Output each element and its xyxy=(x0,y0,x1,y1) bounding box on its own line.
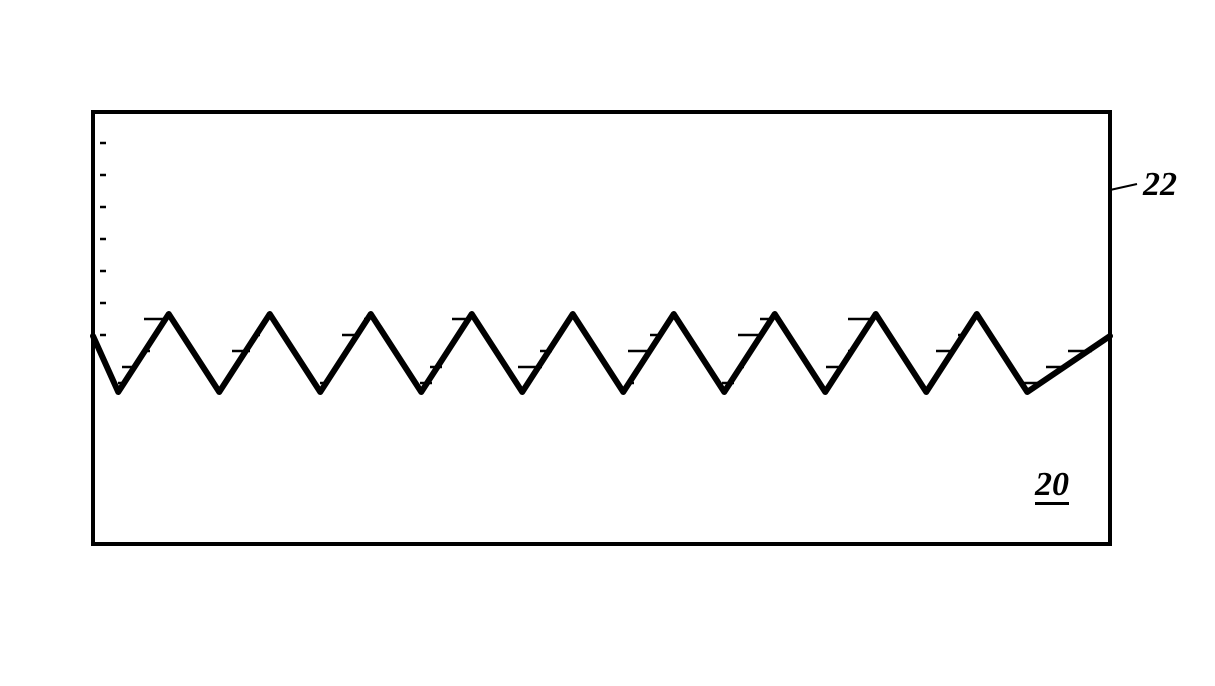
diagram-stage: 22 20 xyxy=(0,0,1215,686)
diagram-svg xyxy=(0,0,1215,686)
label-substrate: 20 xyxy=(1035,466,1069,505)
label-substrate-text: 20 xyxy=(1035,468,1069,505)
label-top-layer: 22 xyxy=(1143,166,1177,204)
